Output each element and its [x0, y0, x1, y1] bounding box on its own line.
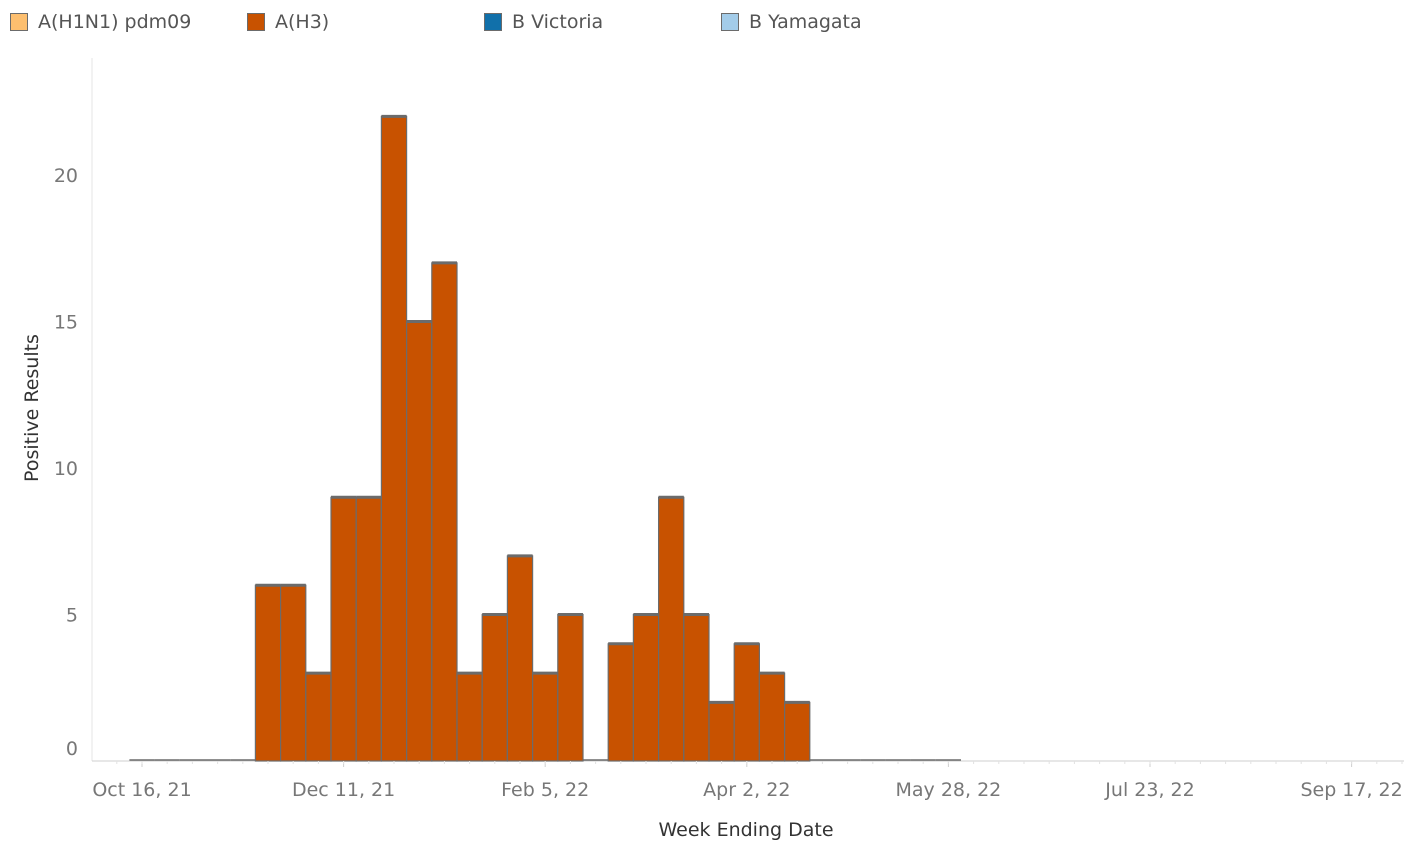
x-axis: Oct 16, 21 Dec 11, 21 Feb 5, 22 Apr 2, 22 Ma…: [92, 761, 1403, 801]
y-tick-label: 0: [66, 738, 78, 760]
bar: [531, 672, 559, 762]
legend-swatch-h1n1: [10, 13, 28, 31]
legend-swatch-b-yamagata: [721, 13, 739, 31]
bar: [708, 701, 735, 762]
bar: [456, 672, 483, 762]
legend-label-h3: A(H3): [275, 11, 330, 33]
bar: [380, 115, 408, 762]
y-tick-label: 15: [54, 312, 78, 334]
x-tick-label: Dec 11, 21: [292, 779, 395, 801]
bar: [783, 701, 811, 762]
bar: [481, 613, 509, 762]
x-tick-label: Oct 16, 21: [92, 779, 191, 801]
legend-label-b-yamagata: B Yamagata: [749, 11, 862, 33]
bar: [406, 320, 433, 762]
bar: [733, 643, 761, 762]
x-tick-label: Sep 17, 22: [1300, 779, 1402, 801]
bar: [280, 584, 307, 762]
x-tick-label: Jul 23, 22: [1104, 779, 1194, 801]
legend-item-b-victoria[interactable]: B Victoria: [484, 8, 603, 36]
legend-item-h3[interactable]: A(H3): [247, 8, 329, 36]
bar: [330, 496, 357, 762]
bar: [632, 613, 660, 762]
y-tick-label: 20: [54, 165, 78, 187]
bar: [506, 555, 534, 762]
legend-swatch-h3: [247, 13, 265, 31]
legend-label-h1n1: A(H1N1) pdm09: [38, 11, 192, 33]
x-tick-label: Apr 2, 22: [703, 779, 790, 801]
bar: [683, 613, 710, 762]
y-axis-title: Positive Results: [21, 334, 43, 482]
x-tick-label: May 28, 22: [896, 779, 1002, 801]
bar: [355, 496, 383, 762]
bar: [431, 262, 458, 762]
bars: [129, 114, 961, 762]
y-tick-label: 5: [66, 605, 78, 627]
bar: [657, 496, 685, 762]
bar: [607, 643, 635, 762]
bar: [557, 613, 584, 762]
x-tick-label: Feb 5, 22: [501, 779, 589, 801]
bar: [305, 672, 332, 762]
bar: [758, 672, 786, 762]
x-axis-title: Week Ending Date: [658, 819, 833, 841]
legend-item-b-yamagata[interactable]: B Yamagata: [721, 8, 862, 36]
y-tick-label: 10: [54, 458, 78, 480]
legend: A(H1N1) pdm09 A(H3) B Victoria B Yamagat…: [0, 8, 1415, 36]
legend-swatch-b-victoria: [484, 13, 502, 31]
y-axis: 0 5 10 15 20: [54, 165, 78, 760]
bar: [254, 584, 282, 762]
legend-item-h1n1[interactable]: A(H1N1) pdm09: [10, 8, 191, 36]
legend-label-b-victoria: B Victoria: [512, 11, 604, 33]
